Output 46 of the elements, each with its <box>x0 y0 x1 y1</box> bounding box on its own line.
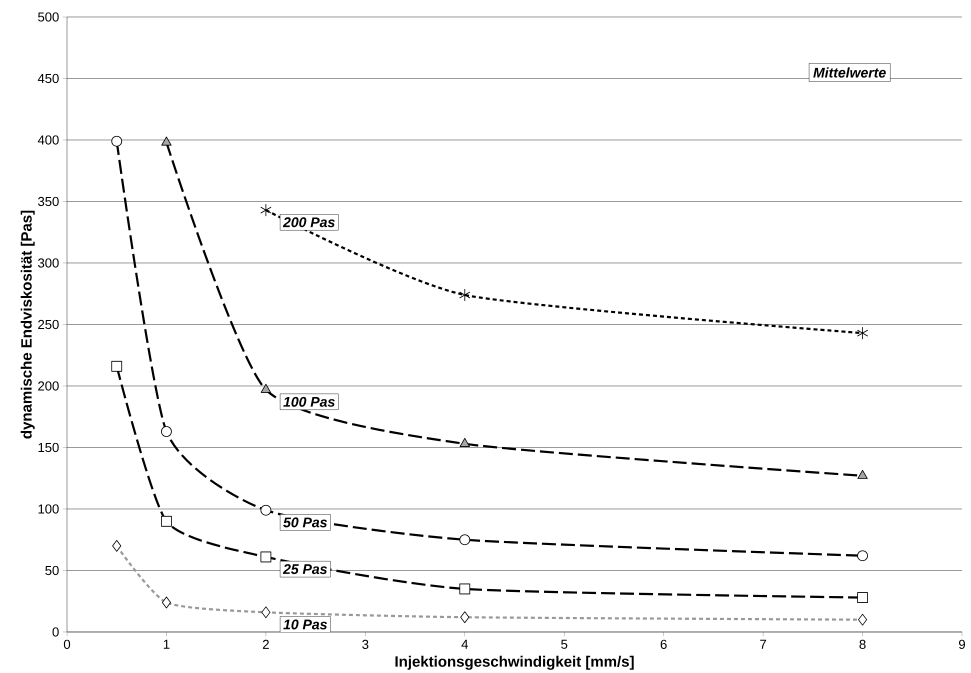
y-tick-label: 150 <box>38 442 59 452</box>
point <box>459 534 470 546</box>
x-tick-label: 6 <box>660 640 667 649</box>
series-label: 200 Pas <box>282 217 335 228</box>
point <box>260 551 272 562</box>
x-tick-label: 8 <box>860 640 866 649</box>
y-tick-label: 300 <box>38 258 59 268</box>
x-tick-label: 4 <box>461 640 468 649</box>
point <box>161 136 172 146</box>
y-tick-label: 450 <box>38 74 59 84</box>
point <box>459 288 470 302</box>
y-tick-label: 0 <box>52 627 59 637</box>
point <box>161 516 172 527</box>
x-tick-label: 9 <box>958 640 965 649</box>
y-tick-label: 500 <box>38 12 59 22</box>
x-axis-title: Injektionsgeschwindigkeit [mm/s] <box>395 656 634 670</box>
point <box>856 326 868 340</box>
point <box>111 136 122 147</box>
y-tick-label: 250 <box>38 320 59 330</box>
point <box>260 504 272 516</box>
point <box>857 470 868 479</box>
x-tick-label: 5 <box>561 640 568 649</box>
point <box>161 426 172 437</box>
point <box>857 592 868 603</box>
y-axis-title: dynamische Endviskosität [Pas] <box>20 210 35 438</box>
annotation: Mittelwerte <box>813 67 886 78</box>
y-tick-label: 200 <box>38 381 59 391</box>
x-tick-label: 1 <box>164 640 170 649</box>
point <box>260 204 272 216</box>
y-tick-label: 350 <box>38 196 59 206</box>
point <box>111 360 122 372</box>
x-tick-label: 2 <box>262 640 269 649</box>
point <box>460 438 470 447</box>
x-tick-label: 0 <box>64 640 70 649</box>
y-tick-label: 50 <box>45 566 59 576</box>
y-tick-label: 400 <box>38 135 59 145</box>
series-label: 10 Pas <box>283 619 327 630</box>
x-tick-label: 7 <box>760 640 766 649</box>
point <box>857 550 868 562</box>
series-label: 25 Pas <box>282 564 327 574</box>
x-tick-label: 3 <box>362 640 368 649</box>
y-tick-label: 100 <box>38 504 59 514</box>
series-label: 50 Pas <box>283 517 327 528</box>
point <box>260 384 272 393</box>
point <box>459 583 470 594</box>
series-label: 100 Pas <box>283 396 335 407</box>
